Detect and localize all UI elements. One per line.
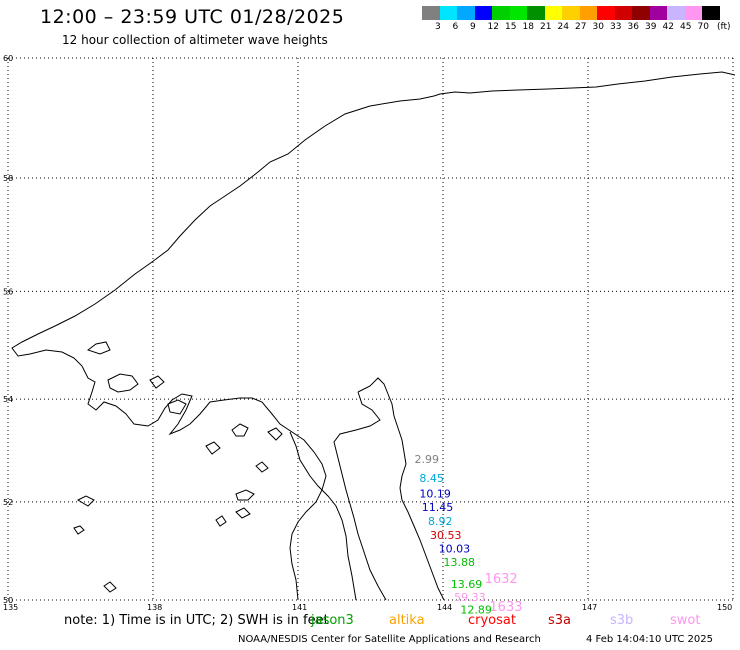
longitude-label: 147 xyxy=(582,603,597,612)
colorbar-label: 12 xyxy=(487,22,499,32)
colorbar-swatch xyxy=(457,6,475,20)
wave-height-value: 13.69 xyxy=(451,578,483,591)
colorbar-swatch xyxy=(649,6,667,20)
satellite-legend-jason3: jason3 xyxy=(311,613,354,628)
map-title: 12:00 – 23:59 UTC 01/28/2025 xyxy=(40,6,345,28)
lake-10 xyxy=(73,525,85,535)
sakhalin-coast xyxy=(333,377,445,601)
units-note: note: 1) Time is in UTC; 2) SWH is in fe… xyxy=(64,613,329,628)
shantar-island-4 xyxy=(167,399,187,415)
wave-height-value: 10.19 xyxy=(419,487,451,500)
longitude-label: 144 xyxy=(437,603,452,612)
colorbar-swatch xyxy=(474,6,492,20)
lake-6 xyxy=(255,461,269,473)
lake-5 xyxy=(76,495,95,507)
colorbar-swatch xyxy=(562,6,580,20)
latitude-label: 50 xyxy=(3,596,13,605)
latitude-label: 52 xyxy=(3,498,13,507)
colorbar-swatch xyxy=(614,6,632,20)
satellite-legend-cryosat: cryosat xyxy=(468,613,516,628)
wave-height-value: 12.89 xyxy=(460,604,492,617)
colorbar-label: 70 xyxy=(697,22,709,32)
shantar-island-2 xyxy=(86,341,111,355)
colorbar-swatch xyxy=(422,6,440,20)
satellite-legend-s3a: s3a xyxy=(548,613,572,628)
lake-8 xyxy=(267,427,283,441)
wave-height-value: 13.88 xyxy=(444,556,476,569)
colorbar-label: 18 xyxy=(522,22,534,32)
colorbar-label: 42 xyxy=(662,22,674,32)
wave-height-value: 1633 xyxy=(489,600,522,615)
longitude-labels: 135 138 141 144 147 150 xyxy=(3,603,732,612)
colorbar-swatch xyxy=(509,6,527,20)
lake-7 xyxy=(215,515,227,527)
amur-estuary xyxy=(289,431,357,601)
colorbar-swatch xyxy=(544,6,562,20)
wave-height-value: 8.45 xyxy=(419,472,444,485)
footer-date: 4 Feb 14:04:10 UTC 2025 xyxy=(586,634,713,645)
wave-height-value: 2.99 xyxy=(415,453,440,466)
colorbar-swatch xyxy=(439,6,457,20)
map-subtitle: 12 hour collection of altimeter wave hei… xyxy=(62,33,328,47)
colorbar-label: 24 xyxy=(557,22,569,32)
latitude-labels: 60 58 56 54 52 50 xyxy=(3,54,13,605)
colorbar-label: 6 xyxy=(452,22,459,32)
colorbar-label: 9 xyxy=(470,22,476,32)
coastline xyxy=(11,71,736,601)
colorbar-swatch xyxy=(684,6,702,20)
map-graticule xyxy=(7,57,734,601)
colorbar-labels: 3 6 9 12 15 18 21 24 27 30 33 36 39 42 45 70 xyxy=(422,22,740,34)
colorbar-label: 30 xyxy=(592,22,604,32)
shantar-island-1 xyxy=(107,373,139,393)
wave-height-value: 10.03 xyxy=(439,542,471,555)
colorbar-label: 27 xyxy=(575,22,587,32)
wave-height-value: 11.45 xyxy=(422,501,454,514)
satellite-legend: jason3 altika cryosat s3a s3b swot xyxy=(0,613,740,631)
lake-9 xyxy=(103,581,117,593)
satellite-legend-altika: altika xyxy=(389,613,425,628)
longitude-label: 135 xyxy=(3,603,18,612)
latitude-label: 60 xyxy=(3,54,13,63)
colorbar-label: 36 xyxy=(627,22,639,32)
colorbar-label: 15 xyxy=(505,22,517,32)
latitude-label: 56 xyxy=(3,287,13,296)
lake-2 xyxy=(205,441,221,455)
satellite-legend-s3b: s3b xyxy=(610,613,634,628)
lake-1 xyxy=(231,423,249,437)
latitude-label: 54 xyxy=(3,395,13,404)
latitude-label: 58 xyxy=(3,174,13,183)
wave-height-value: 30.53 xyxy=(430,529,462,542)
colorbar-label: 39 xyxy=(645,22,657,32)
colorbar-swatch xyxy=(579,6,597,20)
colorbar-swatch xyxy=(492,6,510,20)
lake-4 xyxy=(235,507,251,519)
colorbar-label: 3 xyxy=(435,22,441,32)
colorbar-unit: (ft) xyxy=(717,22,731,32)
colorbar-label: 45 xyxy=(680,22,692,32)
colorbar-swatch xyxy=(527,6,545,20)
colorbar-label: 33 xyxy=(610,22,622,32)
mainland-coast xyxy=(11,71,736,601)
satellite-legend-swot: swot xyxy=(670,613,701,628)
wave-height-value: 59.33 xyxy=(454,591,486,604)
colorbar-swatch xyxy=(667,6,685,20)
colorbar-swatch xyxy=(702,6,720,20)
longitude-label: 138 xyxy=(147,603,162,612)
longitude-label: 150 xyxy=(717,603,732,612)
wave-height-colorbar xyxy=(422,6,720,20)
lake-3 xyxy=(235,489,255,501)
wave-height-value: 1632 xyxy=(485,572,518,587)
wave-height-value: 8.92 xyxy=(428,515,453,528)
colorbar-swatch xyxy=(632,6,650,20)
footer-credit: NOAA/NESDIS Center for Satellite Applica… xyxy=(238,634,541,645)
colorbar-swatch xyxy=(597,6,615,20)
colorbar-label: 21 xyxy=(540,22,552,32)
shantar-island-3 xyxy=(149,375,165,389)
longitude-label: 141 xyxy=(292,603,307,612)
